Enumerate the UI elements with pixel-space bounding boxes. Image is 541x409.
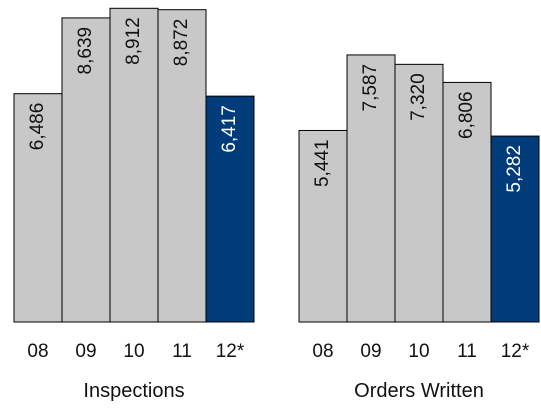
value-label: 6,486 bbox=[27, 103, 48, 151]
value-label: 5,441 bbox=[312, 139, 333, 187]
x-tick-label: 10 bbox=[408, 341, 429, 362]
bar bbox=[61, 17, 111, 323]
value-label: 7,320 bbox=[408, 73, 429, 121]
bar bbox=[298, 129, 348, 323]
bar bbox=[205, 95, 255, 323]
value-label: 7,587 bbox=[360, 64, 381, 112]
bar bbox=[346, 54, 396, 323]
bar bbox=[109, 7, 159, 323]
x-tick-label: 12* bbox=[501, 341, 530, 362]
value-label: 6,806 bbox=[456, 91, 477, 139]
x-tick-label: 11 bbox=[457, 341, 477, 362]
x-tick-label: 09 bbox=[360, 341, 381, 362]
bar bbox=[442, 81, 492, 323]
bar bbox=[157, 9, 207, 323]
value-label: 5,282 bbox=[504, 145, 525, 193]
bar bbox=[394, 63, 444, 323]
x-tick-label: 09 bbox=[75, 341, 96, 362]
bar bbox=[490, 135, 540, 323]
bar bbox=[13, 93, 63, 323]
chart-title: Inspections bbox=[83, 380, 184, 402]
chart-title: Orders Written bbox=[354, 380, 484, 402]
x-tick-label: 08 bbox=[312, 341, 333, 362]
x-tick-label: 12* bbox=[216, 341, 245, 362]
x-tick-label: 08 bbox=[27, 341, 48, 362]
value-label: 8,872 bbox=[171, 19, 192, 67]
value-label: 8,639 bbox=[75, 27, 96, 75]
value-label: 6,417 bbox=[219, 105, 240, 153]
x-tick-label: 10 bbox=[123, 341, 144, 362]
x-tick-label: 11 bbox=[172, 341, 192, 362]
value-label: 8,912 bbox=[123, 17, 144, 65]
